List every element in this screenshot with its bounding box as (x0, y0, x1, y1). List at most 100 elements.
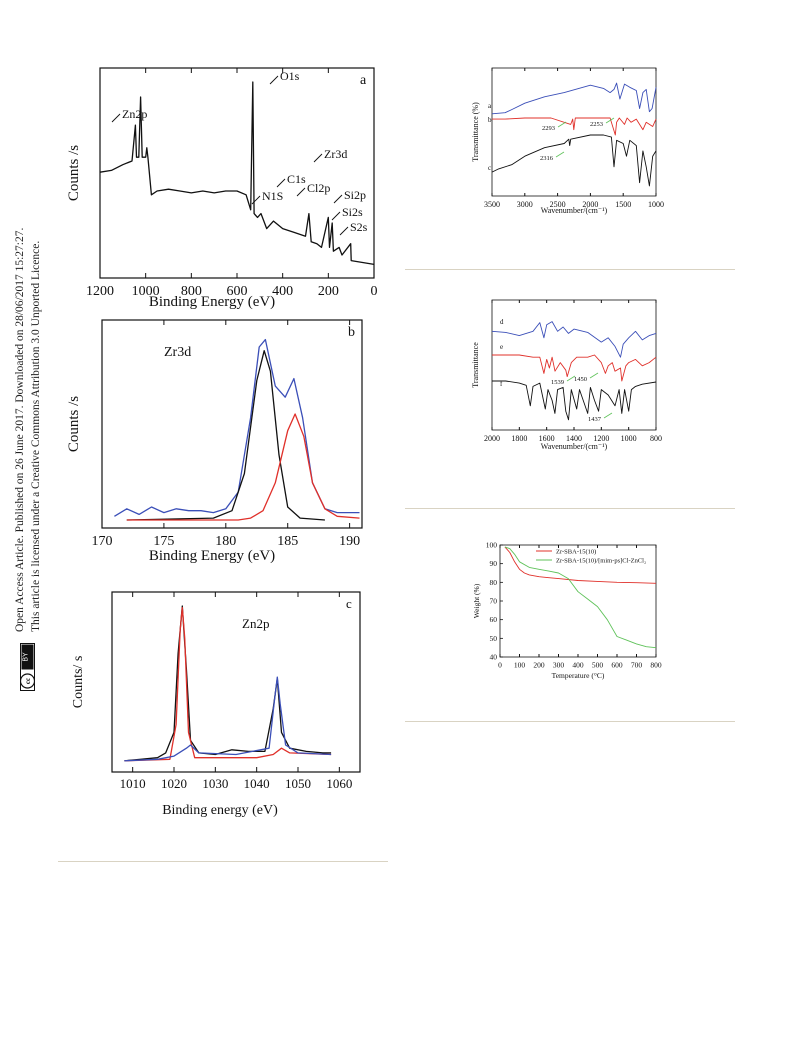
series-line-0 (114, 338, 360, 517)
peak-label: Zn2p (122, 107, 147, 121)
y-axis-title: Counts /s (66, 396, 82, 452)
badge-cc-text: cc (24, 678, 32, 684)
peak-label: Zr3d (324, 147, 347, 161)
peak-arrow (331, 211, 341, 221)
x-tick-label: 800 (650, 661, 662, 670)
y-axis-title: Counts /s (66, 145, 82, 201)
peak-arrow (276, 178, 286, 188)
x-axis-title: Temperature (°C) (552, 671, 605, 680)
y-tick-label: 60 (490, 615, 498, 624)
peak-label: O1s (280, 69, 300, 83)
y-tick-label: 70 (490, 597, 498, 606)
x-tick-label: 200 (533, 661, 545, 670)
series-line-1 (126, 350, 325, 521)
peak-arrow (603, 412, 613, 419)
series-line-0 (99, 81, 375, 266)
y-axis-title: Transmittance (%) (471, 102, 480, 162)
x-tick-label: 1400 (566, 434, 582, 443)
curve-label: c (488, 164, 491, 172)
divider-right-1 (405, 269, 735, 270)
xps-survey-chart: 1200 1000 800 600 400 200 0 Binding Energy (eV)… (62, 58, 382, 310)
license-sidebar: Open Access Article. Published on 26 Jun… (0, 0, 48, 1039)
x-tick-label: 1200 (593, 434, 609, 443)
ftir-chart-2: 2000 1800 1600 1400 1200 1000 800 Wavenumber/(c… (470, 290, 670, 455)
xps-zn2p-chart: 1010 1020 1030 1040 1050 1060 Binding energy (… (70, 582, 370, 822)
x-tick-label: 1800 (511, 434, 527, 443)
x-axis-title: Binding Energy (eV) (149, 548, 275, 564)
y-tick-label: 40 (490, 653, 498, 662)
x-tick-label: 400 (272, 284, 293, 299)
x-tick-label: 1200 (86, 284, 114, 299)
peak-label: 1437 (588, 416, 602, 423)
x-axis-title: Binding energy (eV) (162, 803, 278, 818)
divider-left-1 (58, 861, 388, 862)
series-line-2 (126, 413, 360, 521)
x-tick-label: 800 (181, 284, 202, 299)
x-tick-label: 0 (498, 661, 502, 670)
plot-frame (111, 591, 361, 773)
series-line-f (492, 380, 657, 421)
peak-arrow (555, 151, 565, 158)
y-axis-title: Transmittance (471, 342, 480, 388)
x-tick-label: 200 (318, 284, 339, 299)
peak-label: 2253 (590, 121, 603, 128)
peak-arrow (269, 75, 279, 85)
y-tick-label: 50 (490, 634, 498, 643)
peak-label: 1539 (551, 379, 564, 386)
x-tick-label: 175 (153, 534, 174, 549)
legend: Zr-SBA-15(10) Zr-SBA-15(10)/[mim-ps]Cl-Zn… (536, 549, 646, 565)
series-line-zr-sba-15-10-mim-ps-cl-zncl- (504, 546, 657, 649)
peak-arrow (557, 121, 567, 128)
license-line-2[interactable]: This article is licensed under a Creativ… (30, 240, 42, 632)
series-line-0 (124, 605, 332, 762)
x-tick-label: 100 (514, 661, 526, 670)
x-tick-label: 2000 (582, 200, 598, 209)
x-tick-label: 1500 (615, 200, 631, 209)
series-line-a (491, 82, 657, 115)
divider-right-2 (405, 508, 735, 509)
x-axis-title: Wavenumber/(cm⁻¹) (541, 442, 608, 451)
curve-label: a (488, 102, 492, 110)
y-tick-label: 100 (486, 541, 498, 550)
x-tick-label: 1020 (161, 776, 187, 791)
peak-label: Cl2p (307, 181, 330, 195)
plot-frame (491, 67, 657, 197)
x-axis-title: Binding Energy (eV) (149, 294, 275, 310)
series-line-d (491, 321, 657, 358)
ftir-chart-1: 3500 3000 2500 2000 1500 1000 Wavenumber/(cm⁻¹… (470, 58, 670, 218)
x-tick-label: 1050 (285, 776, 311, 791)
cc-by-badge-icon[interactable]: cc BY (20, 643, 35, 691)
x-tick-label: 1040 (244, 776, 270, 791)
panel-label: c (346, 596, 352, 611)
curve-label: b (488, 116, 492, 124)
y-tick-label: 90 (490, 559, 498, 568)
panel-annotation: Zr3d (164, 345, 191, 360)
peak-label: Si2p (344, 188, 366, 202)
curve-label: d (500, 318, 504, 326)
peak-label: C1s (287, 172, 306, 186)
tga-chart: 0 100 200 300 400 500 600 700 800 40 50 60 70 80 90 100… (470, 535, 670, 685)
series-line-2 (124, 676, 332, 762)
panel-annotation: Zn2p (242, 616, 269, 631)
legend-label: Zr-SBA-15(10)/[mim-ps]Cl-ZnCl₂ (556, 558, 646, 565)
series-line-b (492, 117, 657, 136)
peak-label: 2316 (540, 155, 554, 162)
x-tick-label: 1010 (120, 776, 146, 791)
series-line-1 (124, 606, 332, 762)
x-tick-label: 3000 (517, 200, 533, 209)
y-axis-title: Counts/ s (71, 656, 86, 709)
x-tick-label: 500 (592, 661, 604, 670)
x-tick-label: 600 (227, 284, 248, 299)
license-line-1[interactable]: Open Access Article. Published on 26 Jun… (14, 227, 26, 632)
x-tick-label: 700 (631, 661, 643, 670)
y-tick-label: 80 (490, 578, 498, 587)
x-tick-label: 400 (572, 661, 584, 670)
plot-frame (491, 299, 657, 431)
peak-arrow (251, 195, 261, 205)
panel-label: b (348, 325, 355, 340)
xps-zr3d-chart: 170 175 180 185 190 Binding Energy (eV) Counts… (62, 310, 372, 568)
x-tick-label: 600 (611, 661, 623, 670)
x-tick-label: 1000 (648, 200, 664, 209)
x-tick-label: 0 (371, 284, 378, 299)
peak-arrow (111, 113, 121, 123)
